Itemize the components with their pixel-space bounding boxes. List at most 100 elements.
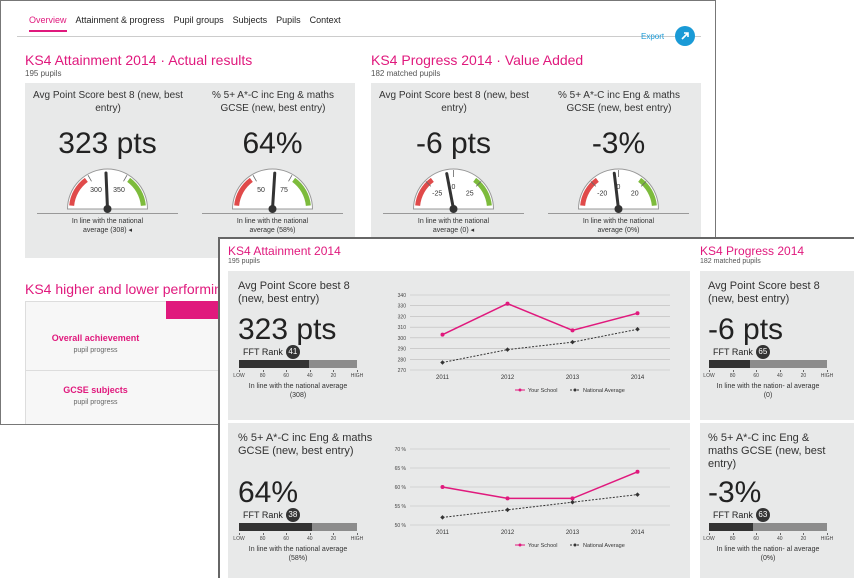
card-title: % 5+ A*-C inc Eng & maths GCSE (new, bes…	[708, 432, 826, 471]
tab[interactable]: Subjects	[232, 15, 268, 25]
gauge-low-band	[415, 177, 434, 206]
rank-tick-label: 80	[259, 373, 266, 379]
x-tick-label: 2013	[566, 375, 580, 381]
legend-marker	[518, 388, 522, 392]
gauge-caption: In line with the national average (0) ◂	[417, 218, 490, 235]
row-sub: pupil progress	[73, 347, 118, 354]
rank-tick-label: 20	[330, 373, 337, 379]
gauge-tick	[252, 175, 257, 182]
section-title: KS4 Progress 2014 · Value Added	[371, 52, 584, 68]
rank-tick-label: 60	[283, 536, 289, 542]
rank-tick	[262, 533, 264, 535]
point	[570, 496, 575, 501]
gauge-title: % 5+ A*-C inc Eng & maths GCSE (new, bes…	[211, 90, 334, 114]
column-title: KS4 Progress 2014	[700, 244, 805, 258]
fft-rank: FFT Rank 41	[243, 345, 300, 359]
rank-badge: 65	[755, 345, 770, 359]
gauge-tick-label: 75	[280, 187, 288, 194]
rank-tick	[309, 533, 311, 535]
column-subtitle: 195 pupils	[228, 258, 260, 265]
rank-tick	[827, 370, 828, 372]
rank-tick-label: 80	[259, 536, 266, 542]
rank-tick-label: 40	[307, 536, 313, 542]
y-tick-label: 280	[398, 357, 407, 363]
legend-label: National Average	[583, 388, 625, 394]
row-name[interactable]: Overall achievement	[51, 333, 140, 343]
table-title: KS4 higher and lower performing pupils	[25, 281, 271, 297]
rank-tick-label: 80	[729, 536, 736, 542]
y-tick-label: 320	[398, 314, 407, 320]
gauge-high-band	[473, 177, 492, 206]
gauge-low-band	[69, 177, 88, 206]
point	[440, 360, 445, 365]
gauge-high-band	[292, 177, 311, 206]
x-tick-label: 2014	[631, 375, 645, 381]
point	[570, 499, 575, 505]
legend-marker	[573, 388, 577, 392]
tab[interactable]: Attainment & progress	[75, 15, 165, 25]
rank-tick-label: LOW	[233, 373, 245, 379]
point	[505, 507, 510, 513]
series-line	[442, 328, 638, 363]
rank-bar	[239, 523, 313, 531]
caption-rule	[37, 213, 178, 214]
rank-tick	[286, 370, 288, 372]
rank-tick	[262, 370, 264, 372]
gauge-tick-label: -20	[597, 191, 607, 198]
gauge-value: -3%	[591, 127, 646, 160]
card-value: -6 pts	[708, 313, 784, 346]
rank-label: FFT Rank	[243, 510, 283, 520]
rank-tick-label: 60	[753, 373, 759, 379]
gauge-tick	[640, 181, 647, 187]
rank-tick-label: HIGH	[820, 536, 834, 542]
gauge-low-band	[234, 177, 253, 206]
rank-tick-label: 40	[307, 373, 313, 379]
tab[interactable]: Overview	[29, 15, 67, 32]
rank-tick-label: HIGH	[820, 373, 834, 379]
gauge-tick-label: 20	[631, 191, 639, 198]
rank-tick	[732, 533, 734, 535]
rank-tick	[779, 533, 781, 535]
rank-tick	[756, 533, 758, 535]
gauge-value: 64%	[242, 127, 303, 160]
gauge-title: % 5+ A*-C inc Eng & maths GCSE (new, bes…	[557, 90, 680, 114]
x-tick-label: 2011	[436, 375, 450, 381]
front-window: KS4 Attainment 2014 195 pupils KS4 Progres…	[218, 237, 854, 578]
legend-label: Your School	[528, 388, 557, 394]
tab-bar: Overview Attainment & progress Pupil group…	[29, 15, 341, 32]
rank-track	[709, 523, 827, 531]
y-tick-label: 50 %	[395, 523, 407, 529]
export-link[interactable]: Export	[641, 32, 665, 41]
tab[interactable]: Pupils	[276, 15, 301, 25]
caption-rule	[202, 213, 343, 214]
rank-tick	[239, 533, 240, 535]
row-name[interactable]: GCSE subjects	[63, 385, 128, 395]
gauge-tick	[123, 175, 128, 182]
rank-tick-label: 60	[753, 536, 759, 542]
point	[635, 311, 640, 316]
card-title: Avg Point Score best 8 (new, best entry)	[708, 280, 820, 306]
rank-tick	[709, 370, 710, 372]
x-tick-label: 2012	[501, 530, 515, 536]
caption-rule	[548, 213, 689, 214]
gauge-value: -6 pts	[415, 127, 492, 160]
row-separator	[220, 420, 854, 423]
legend-marker	[573, 543, 577, 547]
gauge-tick-label: 300	[90, 187, 102, 194]
rank-tick-label: 20	[800, 373, 807, 379]
rank-tick	[357, 370, 358, 372]
tab[interactable]: Context	[309, 15, 341, 25]
tab[interactable]: Pupil groups	[173, 15, 224, 25]
rank-label: FFT Rank	[243, 347, 283, 357]
y-tick-label: 330	[398, 304, 407, 310]
gauge-tick-label: 25	[466, 191, 474, 198]
series-line	[442, 494, 638, 518]
rank-bar	[239, 360, 309, 368]
rank-tick-label: 20	[330, 536, 337, 542]
gauge-face	[577, 168, 660, 210]
rank-tick	[357, 533, 358, 535]
export-button[interactable]	[675, 26, 695, 46]
legend-marker	[518, 543, 522, 547]
gauge-hub	[449, 205, 458, 213]
